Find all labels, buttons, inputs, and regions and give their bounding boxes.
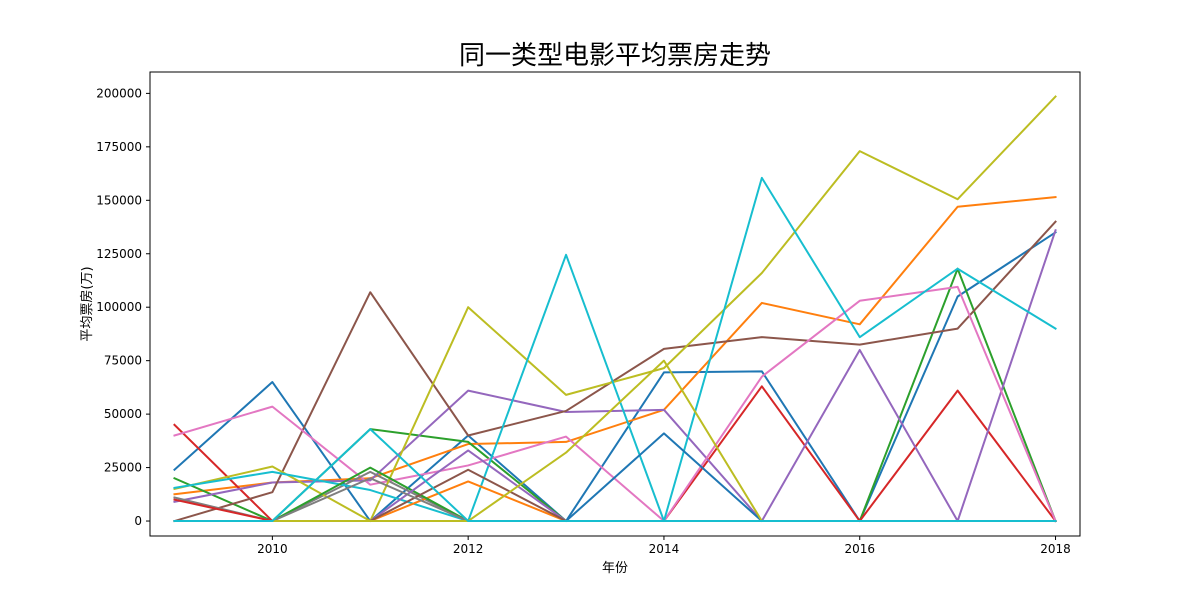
y-tick-label-125000: 125000 <box>96 247 142 261</box>
y-tick-label-50000: 50000 <box>104 407 142 421</box>
y-tick-label-175000: 175000 <box>96 140 142 154</box>
y-tick-label-100000: 100000 <box>96 300 142 314</box>
x-axis-label: 年份 <box>602 561 628 576</box>
series-line-2 <box>173 195 1057 496</box>
x-tick-label-2016: 2016 <box>844 542 875 556</box>
series-line-7 <box>173 285 1057 523</box>
y-tick-label-0: 0 <box>134 514 142 528</box>
x-tick-label-2018: 2018 <box>1040 542 1071 556</box>
x-tick-label-2010: 2010 <box>257 542 288 556</box>
series-line-6 <box>173 220 1057 523</box>
series-line-13 <box>173 466 1057 523</box>
series-layer <box>173 95 1057 523</box>
x-axis: 2010 2012 2014 2016 2018 <box>257 536 1071 556</box>
y-tick-label-75000: 75000 <box>104 354 142 368</box>
series-line-19 <box>173 359 1057 523</box>
series-line-9 <box>173 95 1057 523</box>
chart-title: 同一类型电影平均票房走势 <box>459 41 771 71</box>
series-line-20 <box>173 428 1057 523</box>
series-line-10 <box>173 176 1057 523</box>
y-tick-label-25000: 25000 <box>104 461 142 475</box>
x-tick-label-2012: 2012 <box>453 542 484 556</box>
y-axis: 0 25000 50000 75000 100000 125000 150000 175000… <box>96 86 150 528</box>
y-tick-label-150000: 150000 <box>96 193 142 207</box>
y-tick-label-200000: 200000 <box>96 86 142 100</box>
plot-frame <box>149 71 1081 537</box>
x-tick-label-2014: 2014 <box>649 542 680 556</box>
series-line-1 <box>173 230 1057 523</box>
series-line-3 <box>173 267 1057 523</box>
y-axis-label: 平均票房(万) <box>79 266 95 341</box>
